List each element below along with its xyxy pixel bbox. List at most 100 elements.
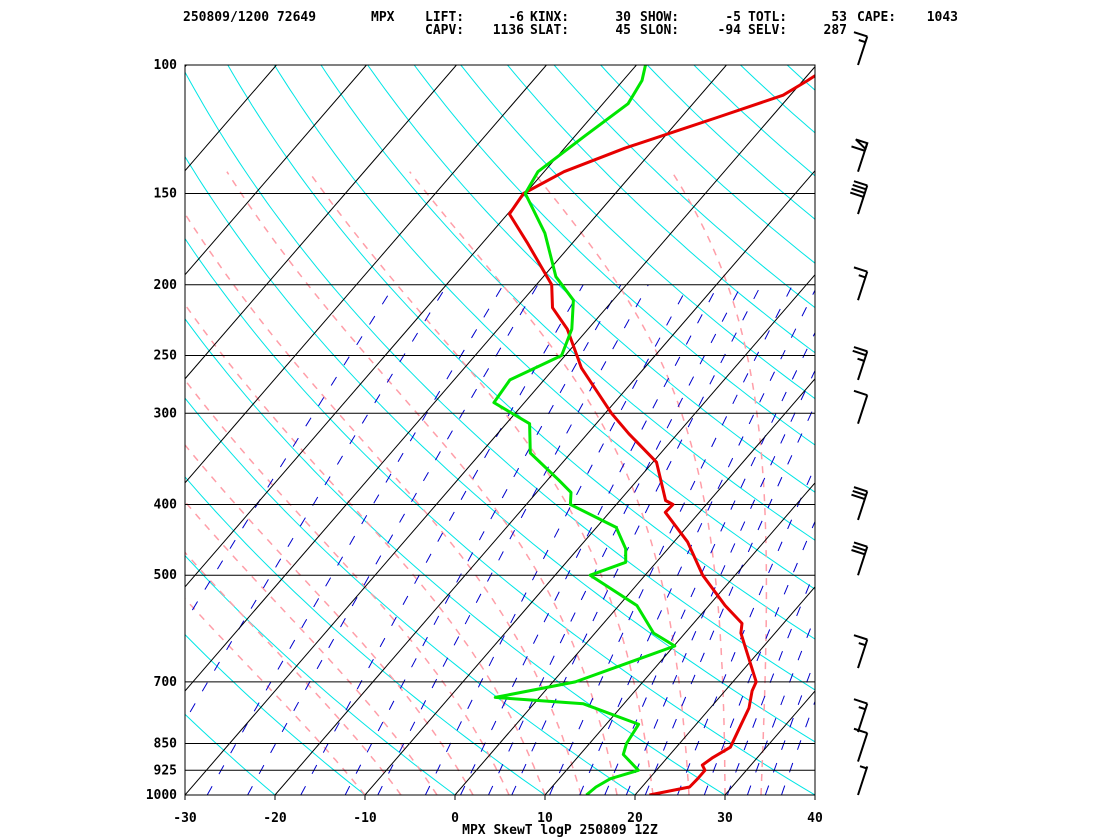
mixing-ratio-line [488,284,742,795]
pressure-tick-label: 150 [154,187,178,202]
dry-adiabat [185,633,366,795]
sounding-header: 250809/1200 72649 MPX LIFT: -6 KINX: 30 … [0,0,1120,40]
index-value: 287 [823,23,847,38]
barb-staff [857,732,869,762]
chart-grid [0,65,1120,795]
isotherm [0,65,6,795]
mixing-ratio-line [300,284,584,795]
isotherm [185,65,637,588]
mixing-ratio-line [644,403,815,795]
wind-barb [853,727,869,762]
index-label: TOTL: [748,10,788,25]
pressure-tick-label: 700 [154,675,178,690]
wind-barb [849,180,869,215]
isotherm [0,65,96,795]
moist-adiabat [185,303,546,795]
index-value: -5 [725,10,741,25]
index-value: -94 [717,23,741,38]
wind-barb [851,486,869,521]
barb-staff [857,394,869,425]
isotherm [814,794,815,795]
moist-adiabat [185,378,510,795]
dry-adiabat [834,65,1120,795]
dewpoint-profile [492,65,677,795]
index-label: SHOW: [640,10,680,25]
pressure-tick-label: 925 [154,763,177,778]
isotherm [454,378,815,795]
index-label: SLON: [640,23,680,38]
moist-adiabat [226,171,618,795]
mixing-ratio-line [781,699,815,795]
dry-adiabat [693,65,815,177]
index-value: 53 [831,10,847,25]
index-label: SELV: [748,23,788,38]
barb-flag [855,138,869,151]
isotherm [544,482,815,795]
barb-full [853,389,868,397]
barb-full [853,634,868,641]
barb-half [858,642,866,647]
barb-full [849,191,864,198]
mixing-ratio-line [764,658,815,795]
pressure-tick-label: 200 [154,278,178,293]
barb-half [859,765,867,770]
wind-barb [853,389,869,425]
index-value: 1136 [492,23,524,38]
plot-frame [184,64,816,796]
dry-adiabat [185,71,815,691]
moist-adiabat [308,171,654,795]
barb-staff [857,491,869,521]
wind-barb [851,138,869,172]
mixing-ratio-line [677,465,815,795]
wind-barb [857,765,869,796]
barb-half [857,357,865,362]
temperature-tick-label: 40 [807,811,823,826]
moist-adiabat [185,551,402,795]
index-label: KINX: [530,10,570,25]
mixing-ratio-line [206,284,504,795]
temperature-tick-label: -30 [173,811,197,826]
pressure-tick-label: 100 [154,58,178,73]
index-value: 1043 [926,10,958,25]
barb-half [858,39,866,44]
wind-barb [852,346,869,381]
barb-staff [857,766,869,796]
barb-full [853,541,868,548]
barb-full [852,349,867,357]
temperature-profile [507,73,815,795]
isotherm [364,274,815,795]
wind-barb [851,541,869,576]
temperature-tick-label: 0 [451,811,459,826]
barb-full [853,486,868,493]
dry-adiabat [185,713,276,795]
barb-full [852,545,867,552]
mixing-ratio-line [344,284,622,795]
mixing-ratio-line [377,284,649,795]
isotherm [185,65,815,795]
isotherm [185,65,457,380]
pressure-tick-label: 400 [154,498,178,513]
isotherm [274,169,815,795]
barb-full [853,346,868,353]
index-value: 45 [615,23,631,38]
mixing-ratio-line [579,289,815,795]
temperature-tick-label: -20 [263,811,287,826]
mixing-ratio-line [185,284,448,722]
dry-adiabat [740,65,815,134]
isotherm [185,65,547,484]
index-label: LIFT: [425,10,465,25]
wind-barb [853,31,869,66]
sounding-profiles [492,65,815,795]
index-label: CAPV: [425,23,465,38]
date-station-label: 250809/1200 72649 [183,10,317,25]
wind-barb [853,634,869,669]
barb-full [853,727,868,735]
barb-full [853,180,868,187]
index-label: CAPE: [857,10,897,25]
isotherm [185,65,727,692]
barb-half [858,274,866,279]
barb-staff [857,351,869,381]
barb-full [851,549,866,556]
dry-adiabat [646,65,815,220]
mixing-ratio-line [549,284,794,795]
